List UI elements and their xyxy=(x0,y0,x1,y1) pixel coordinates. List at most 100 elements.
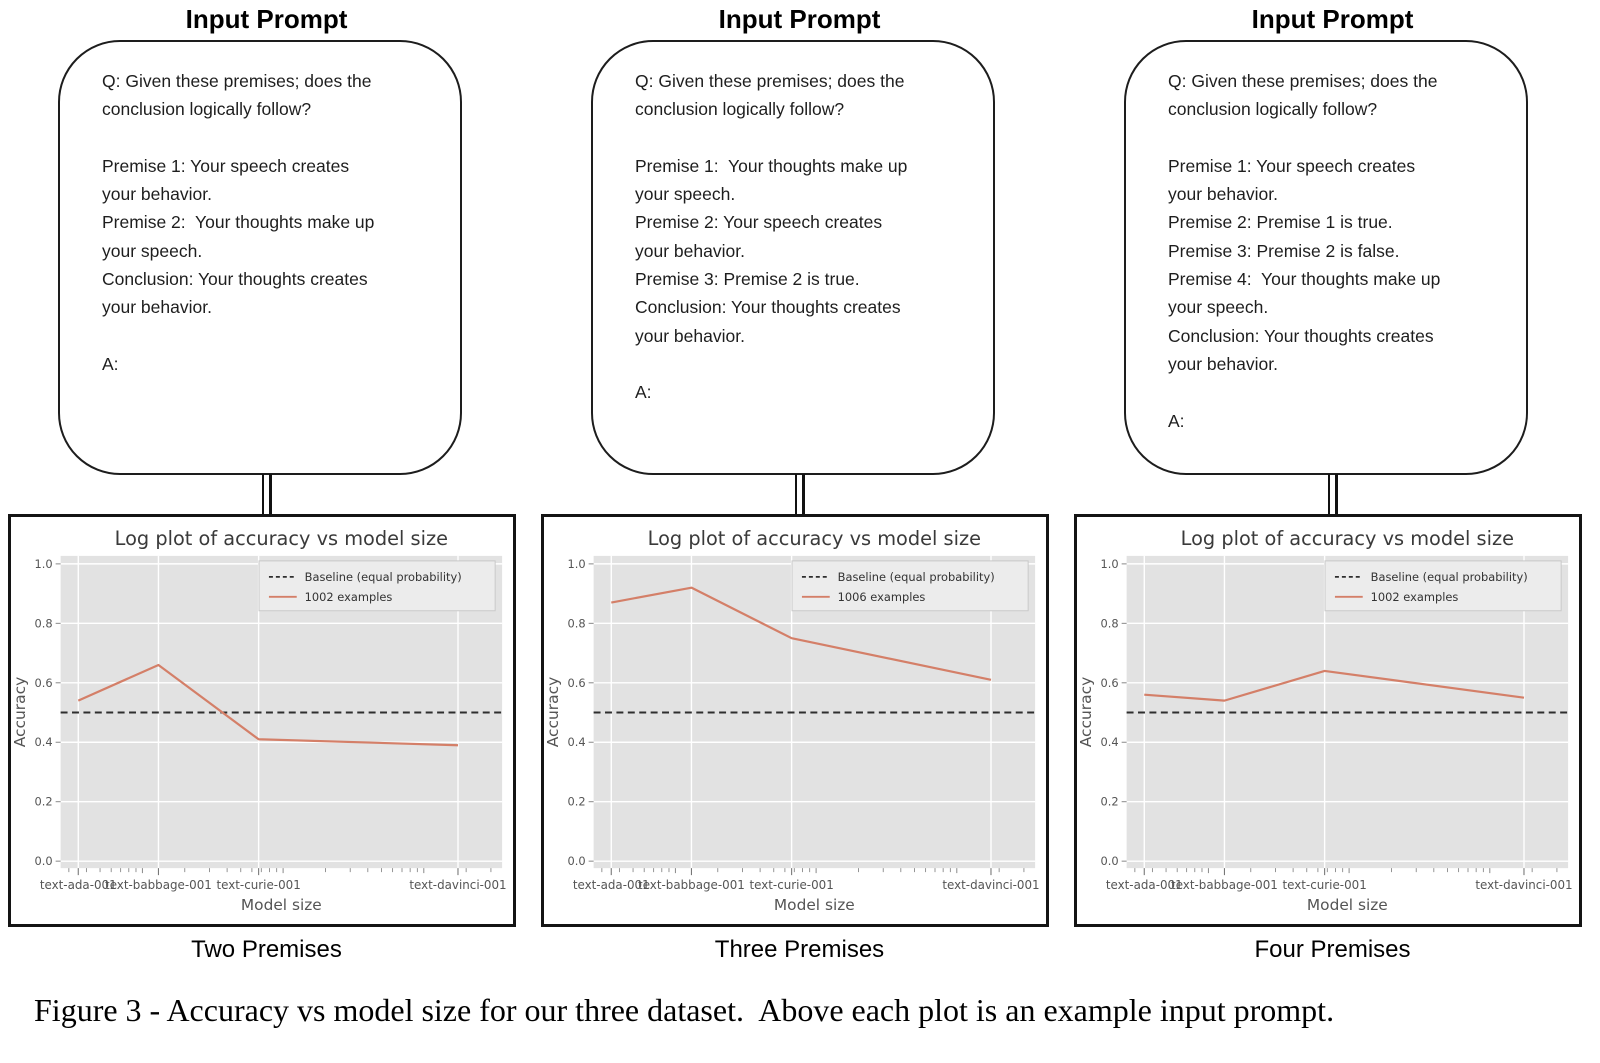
input-prompt-title: Input Prompt xyxy=(185,4,348,34)
x-tick-label: text-ada-001 xyxy=(573,878,650,892)
prompt-line: your behavior. xyxy=(1168,353,1278,374)
prompt-line: conclusion logically follow? xyxy=(635,99,845,120)
x-tick-label: text-davinci-001 xyxy=(942,878,1039,892)
speech-bubble: Q: Given these premises; does the conclus… xyxy=(58,40,462,475)
prompt-line: your behavior. xyxy=(1168,184,1278,205)
x-axis-label: Model size xyxy=(1307,896,1388,914)
prompt-line: A: xyxy=(635,382,652,403)
accuracy-chart-four-premises: 0.0 0.2 0.4 0.6 0.8 1.0 text-ada-001text-babba… xyxy=(1077,527,1573,914)
prompt-line: your behavior. xyxy=(102,297,212,318)
prompt-line: your speech. xyxy=(102,240,203,261)
accuracy-line xyxy=(611,586,992,681)
x-tick-label: text-davinci-001 xyxy=(409,878,506,892)
chart-title: Log plot of accuracy vs model size xyxy=(1181,527,1514,550)
y-tick-label: 0.0 xyxy=(568,854,586,868)
prompt-line: Premise 3: Premise 2 is false. xyxy=(1168,240,1400,261)
y-tick-label: 0.4 xyxy=(568,735,586,749)
legend-baseline-label: Baseline (equal probability) xyxy=(1371,570,1528,584)
accuracy-chart-three-premises: 0.0 0.2 0.4 0.6 0.8 1.0 text-ada-001text-babba… xyxy=(544,527,1040,914)
dataset-label: Four Premises xyxy=(1254,936,1411,963)
prompt-line: your behavior. xyxy=(635,240,745,261)
y-tick-label: 0.8 xyxy=(568,616,586,630)
y-tick-label: 0.8 xyxy=(1101,616,1119,630)
x-axis-label: Model size xyxy=(241,896,322,914)
speech-bubble: Q: Given these premises; does the conclus… xyxy=(1124,40,1528,475)
y-tick-label: 0.4 xyxy=(35,735,53,749)
chart-frame: 0.0 0.2 0.4 0.6 0.8 1.0 text-ada-001 text-babba… xyxy=(8,514,516,927)
chart-title: Log plot of accuracy vs model size xyxy=(648,527,981,550)
y-tick-label: 0.6 xyxy=(568,676,586,690)
x-tick-label: text-babbage-001 xyxy=(105,878,212,892)
prompt-line: Premise 2: Your thoughts make up xyxy=(102,212,375,233)
x-tick-label: text-babbage-001 xyxy=(638,878,745,892)
accuracy-line xyxy=(77,663,459,747)
legend-baseline-label: Baseline (equal probability) xyxy=(838,570,995,584)
x-tick-label: text-curie-001 xyxy=(216,878,300,892)
y-tick-label: 0.6 xyxy=(35,676,53,690)
prompt-line: Q: Given these premises; does the xyxy=(1168,71,1438,91)
prompt-line: Premise 1: Your speech creates xyxy=(1168,155,1416,176)
prompt-line: A: xyxy=(102,353,119,374)
y-tick-label: 0.0 xyxy=(35,854,53,868)
y-tick-label: 0.6 xyxy=(1101,676,1119,690)
prompt-line: conclusion logically follow? xyxy=(1168,99,1378,120)
y-axis-label: Accuracy xyxy=(544,677,562,748)
prompt-line: your behavior. xyxy=(635,325,745,346)
accuracy-chart-two-premises: 0.0 0.2 0.4 0.6 0.8 1.0 text-ada-001text-babba… xyxy=(11,527,507,914)
legend-box xyxy=(791,560,1029,612)
y-tick-label: 1.0 xyxy=(35,557,53,571)
x-tick-label: text-curie-001 xyxy=(1282,878,1366,892)
x-tick-label: text-ada-001 xyxy=(1106,878,1183,892)
prompt-line xyxy=(1168,124,1498,152)
y-axis-label: Accuracy xyxy=(1077,677,1095,748)
speech-bubble: Q: Given these premises; does the conclus… xyxy=(591,40,995,475)
y-tick-label: 0.4 xyxy=(1101,735,1119,749)
column-two-premises: Input Prompt Q: Given these premises; do… xyxy=(0,0,533,980)
x-tick-label: text-babbage-001 xyxy=(1171,878,1278,892)
prompt-line: Q: Given these premises; does the xyxy=(102,71,372,91)
prompt-line: Premise 3: Premise 2 is true. xyxy=(635,269,860,290)
x-tick-label: text-davinci-001 xyxy=(1475,878,1572,892)
legend-box xyxy=(258,560,496,612)
legend-box xyxy=(1324,560,1562,612)
bubble-chart-connector xyxy=(1327,474,1338,515)
prompt-line: Premise 1: Your thoughts make up xyxy=(635,155,908,176)
prompt-line: Conclusion: Your thoughts creates xyxy=(635,297,901,318)
dataset-label: Three Premises xyxy=(714,936,885,963)
chart-title: Log plot of accuracy vs model size xyxy=(115,527,448,550)
prompt-line: Premise 2: Premise 1 is true. xyxy=(1168,212,1393,233)
y-tick-label: 0.8 xyxy=(35,616,53,630)
legend-baseline-label: Baseline (equal probability) xyxy=(305,570,462,584)
prompt-line: Conclusion: Your thoughts creates xyxy=(1168,325,1434,346)
accuracy-line xyxy=(1144,669,1525,702)
prompt-line: your speech. xyxy=(1168,297,1269,318)
bubble-chart-connector xyxy=(261,474,272,515)
prompt-line: A: xyxy=(1168,410,1185,431)
prompt-line: Premise 1: Your speech creates xyxy=(102,155,350,176)
prompt-text: Q: Given these premises; does the conclus… xyxy=(102,67,432,378)
y-tick-label: 0.0 xyxy=(1101,854,1119,868)
legend: Baseline (equal probability) 1002 example… xyxy=(258,560,496,612)
chart-frame: 0.0 0.2 0.4 0.6 0.8 1.0 text-ada-001 text-babba… xyxy=(1074,514,1582,927)
input-prompt-title: Input Prompt xyxy=(718,4,881,34)
prompt-line: your speech. xyxy=(635,184,736,205)
prompt-line xyxy=(635,350,965,378)
y-tick-label: 1.0 xyxy=(1101,557,1119,571)
legend: Baseline (equal probability) 1002 example… xyxy=(1324,560,1562,612)
prompt-text: Q: Given these premises; does the conclus… xyxy=(1168,67,1498,435)
prompt-line: Q: Given these premises; does the xyxy=(635,71,905,91)
y-tick-label: 0.2 xyxy=(1101,795,1119,809)
legend-series-label: 1002 examples xyxy=(305,590,393,604)
bubble-chart-connector xyxy=(794,474,805,515)
legend-series-label: 1006 examples xyxy=(838,590,926,604)
prompt-line: Premise 4: Your thoughts make up xyxy=(1168,269,1441,290)
y-axis-label: Accuracy xyxy=(11,677,29,748)
prompt-line xyxy=(102,322,432,350)
prompt-text: Q: Given these premises; does the conclus… xyxy=(635,67,965,407)
prompt-line: your behavior. xyxy=(102,184,212,205)
figure-caption: Figure 3 - Accuracy vs model size for ou… xyxy=(34,992,1335,1028)
x-axis-label: Model size xyxy=(774,896,855,914)
y-tick-label: 0.2 xyxy=(568,795,586,809)
prompt-line xyxy=(102,124,432,152)
